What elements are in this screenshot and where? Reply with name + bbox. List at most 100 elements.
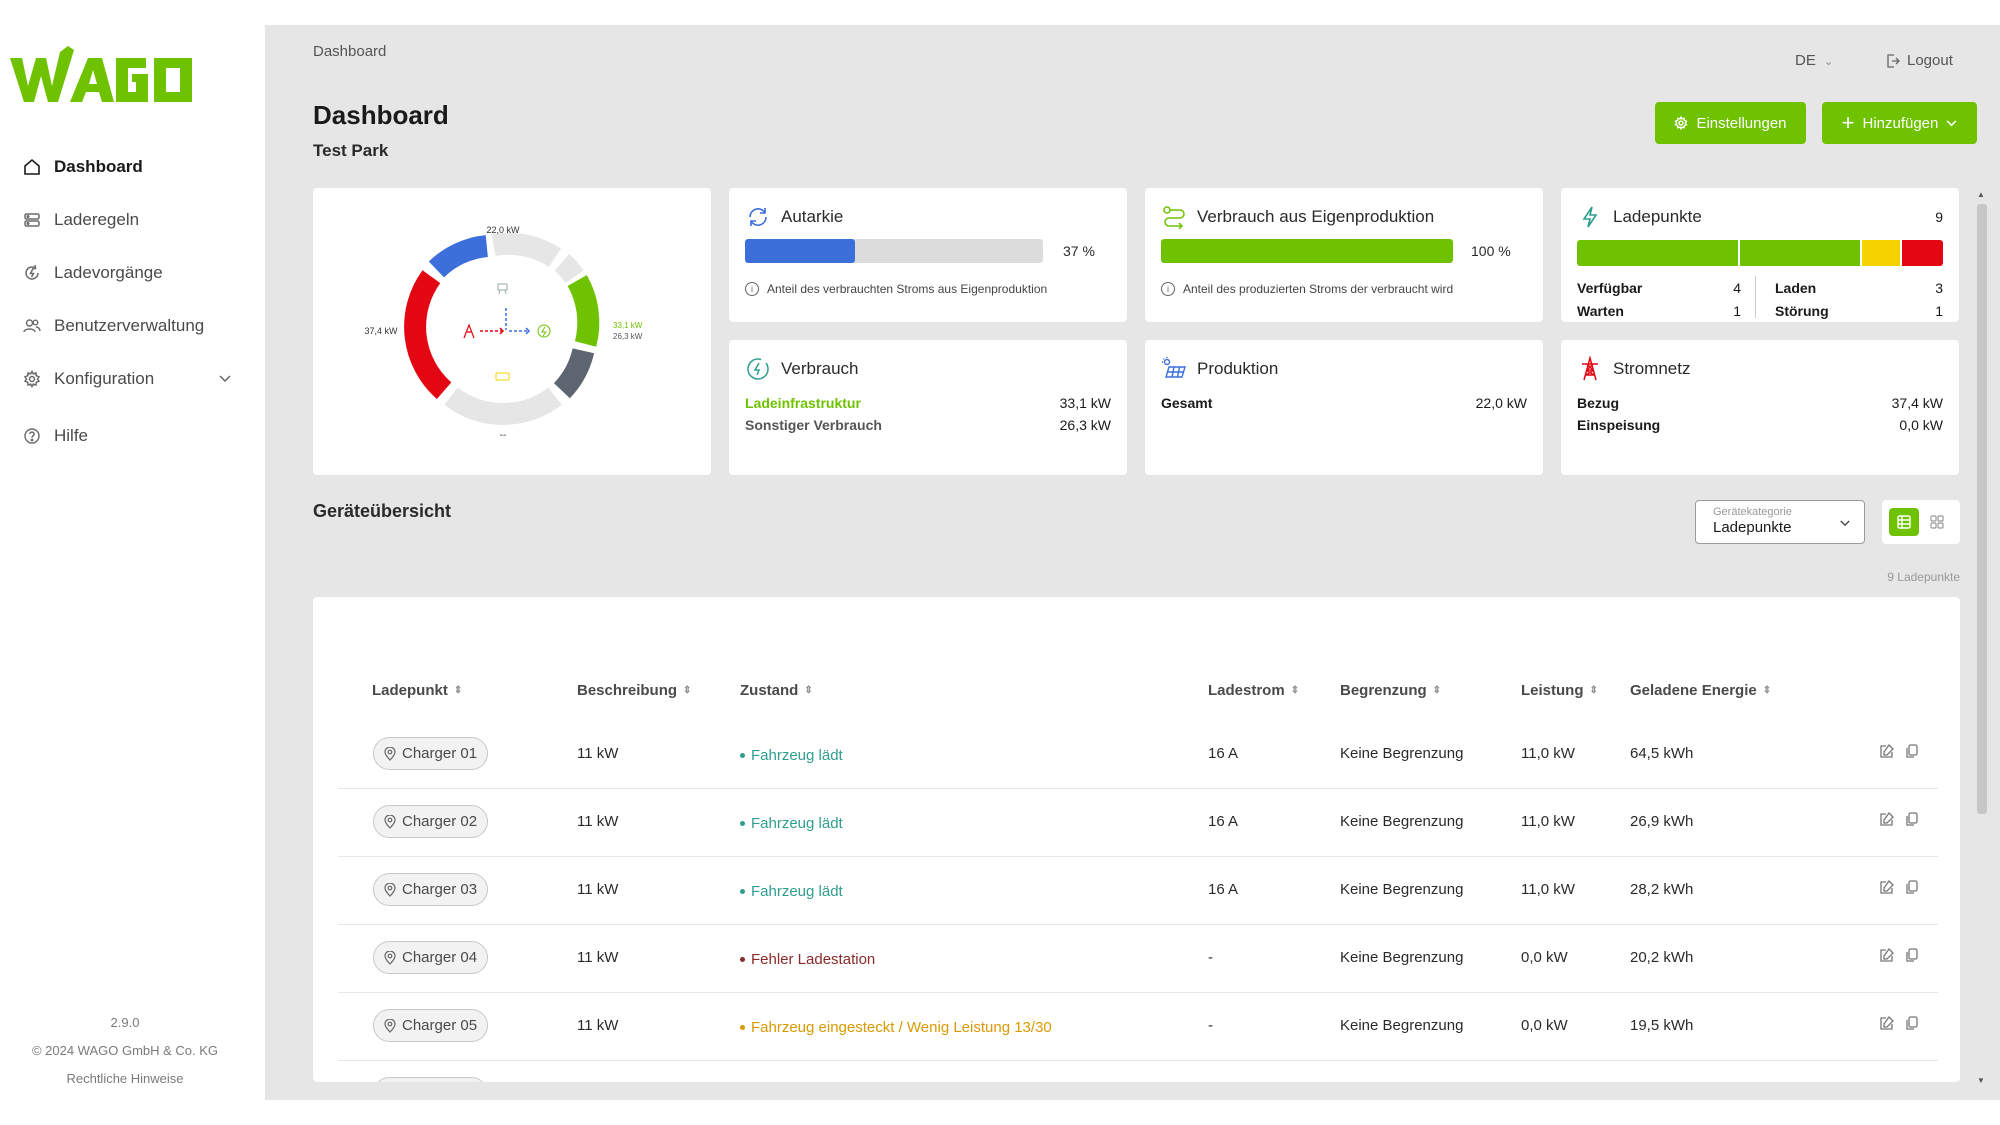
sort-icon: ⇕ [804, 684, 813, 696]
users-icon [22, 316, 42, 336]
cell-description: 11 kW [577, 949, 619, 966]
copy-icon[interactable] [1902, 1081, 1922, 1082]
laden-label: Laden [1775, 280, 1817, 296]
cell-limit: Keine Begrenzung [1340, 881, 1464, 898]
scroll-thumb[interactable] [1977, 204, 1987, 814]
edit-icon[interactable] [1877, 945, 1897, 965]
cell-power: 11,0 kW [1521, 881, 1575, 898]
sidebar-item-label: Hilfe [54, 425, 89, 445]
eigenproduktion-progress-fill [1161, 239, 1453, 263]
device-category-select[interactable]: Gerätekategorie Ladepunkte [1695, 500, 1865, 544]
charger-name-chip[interactable]: Charger 02 [373, 805, 489, 838]
info-icon: i [745, 282, 759, 296]
copyright: © 2024 WAGO GmbH & Co. KG [31, 1043, 219, 1058]
add-button[interactable]: + Hinzufügen [1822, 102, 1977, 144]
sidebar-item-laderegeln[interactable]: Laderegeln [0, 193, 265, 246]
table-view-button[interactable] [1889, 508, 1919, 536]
table-row[interactable]: Charger 01 11 kW Fahrzeug lädt 16 A Keine Be… [338, 721, 1938, 789]
cell-energy: 64,5 kWh [1630, 745, 1694, 762]
gear-icon [1674, 116, 1688, 130]
sonstiger-verbrauch-value: 26,3 kW [1059, 417, 1111, 433]
table-row[interactable]: Charger 02 11 kW Fahrzeug lädt 16 A Keine Be… [338, 789, 1938, 857]
sidebar-item-benutzerverwaltung[interactable]: Benutzerverwaltung [0, 299, 265, 352]
copy-icon[interactable] [1902, 741, 1922, 761]
language-select[interactable]: DE ⌄ [1795, 52, 1834, 69]
chevron-down-icon [1946, 119, 1957, 126]
column-header-ladestrom[interactable]: Ladestrom ⇕ [1208, 682, 1300, 699]
copy-icon[interactable] [1902, 1013, 1922, 1033]
ladeinfrastruktur-label: Ladeinfrastruktur [745, 395, 861, 411]
column-header-begrenzung[interactable]: Begrenzung ⇕ [1340, 682, 1442, 699]
cell-power: 11,0 kW [1521, 813, 1575, 830]
verfuegbar-label: Verfügbar [1577, 280, 1643, 296]
cell-description: 11 kW [577, 1017, 619, 1034]
copy-icon[interactable] [1902, 877, 1922, 897]
legal-link[interactable]: Rechtliche Hinweise [66, 1071, 184, 1086]
sidebar-item-label: Dashboard [54, 156, 143, 176]
device-count: 9 Ladepunkte [1887, 570, 1960, 584]
chevron-down-icon: ⌄ [1824, 56, 1834, 68]
energy-flow-diagram: 22,0 kW 37,4 kW 33,1 kW 26,3 kW -- [364, 225, 642, 441]
column-header-ladepunkt[interactable]: Ladepunkt ⇕ [372, 682, 463, 699]
solar-panel-icon [1161, 356, 1187, 382]
card-title: Stromnetz [1577, 356, 1690, 382]
column-header-beschreibung[interactable]: Beschreibung ⇕ [577, 682, 692, 699]
charger-name-chip[interactable]: Charger 06 [373, 1077, 489, 1082]
cell-description: 11 kW [577, 813, 619, 830]
grid-tower-icon [463, 323, 475, 339]
eigenproduktion-progress-bar [1161, 239, 1453, 263]
cell-energy: 28,2 kWh [1630, 881, 1694, 898]
sidebar-item-hilfe[interactable]: Hilfe [0, 409, 265, 462]
charger-name-chip[interactable]: Charger 03 [373, 873, 489, 906]
grid-view-button[interactable] [1922, 508, 1952, 536]
app-version: 2.9.0 [110, 1015, 140, 1030]
breadcrumb[interactable]: Dashboard [313, 43, 387, 60]
location-pin-icon [384, 746, 396, 761]
chevron-down-icon[interactable] [219, 371, 231, 386]
bezug-value: 37,4 kW [1891, 395, 1943, 411]
charger-name-chip[interactable]: Charger 05 [373, 1009, 489, 1042]
wago-logo[interactable] [8, 44, 194, 116]
table-row[interactable]: Charger 05 11 kW Fahrzeug eingesteckt / We… [338, 993, 1938, 1061]
table-row[interactable]: Charger 03 11 kW Fahrzeug lädt 16 A Keine Be… [338, 857, 1938, 925]
table-row[interactable]: Charger 04 11 kW Fehler Ladestation - Keine … [338, 925, 1938, 993]
edit-icon[interactable] [1877, 877, 1897, 897]
sidebar-item-label: Laderegeln [54, 209, 140, 229]
edit-icon[interactable] [1877, 1013, 1897, 1033]
autarkie-progress-fill [745, 239, 856, 263]
cell-power: 0,0 kW [1521, 1017, 1568, 1034]
column-header-zustand[interactable]: Zustand ⇕ [740, 682, 813, 699]
column-header-geladene-energie[interactable]: Geladene Energie ⇕ [1630, 682, 1772, 699]
charger-name-chip[interactable]: Charger 04 [373, 941, 489, 974]
energy-flow-card: 22,0 kW 37,4 kW 33,1 kW 26,3 kW -- [313, 188, 711, 475]
devices-table: Ladepunkt ⇕ Beschreibung ⇕ Zustand ⇕ Ladest… [313, 597, 1960, 1082]
sidebar-item-konfiguration[interactable]: Konfiguration [0, 352, 265, 405]
location-pin-icon [384, 1018, 396, 1033]
column-header-leistung[interactable]: Leistung ⇕ [1521, 682, 1598, 699]
scrollbar[interactable]: ▲ ▼ [1975, 190, 1989, 1085]
cell-current: - [1208, 1017, 1213, 1034]
logout-button[interactable]: Logout [1885, 52, 1953, 69]
status-segment [1739, 240, 1862, 266]
view-toggle [1882, 500, 1960, 544]
ladeinfrastruktur-value: 33,1 kW [1059, 395, 1111, 411]
copy-icon[interactable] [1902, 809, 1922, 829]
eigenproduktion-card: Verbrauch aus Eigenproduktion 100 % i An… [1145, 188, 1543, 322]
stoerung-label: Störung [1775, 303, 1829, 319]
edit-icon[interactable] [1877, 741, 1897, 761]
scroll-up-icon[interactable]: ▲ [1977, 190, 1985, 199]
warten-label: Warten [1577, 303, 1624, 319]
battery-icon [495, 372, 510, 381]
status-dot [740, 821, 745, 826]
edit-icon[interactable] [1877, 1081, 1897, 1082]
card-title: Autarkie [745, 204, 843, 230]
sidebar-item-ladevorgaenge[interactable]: Ladevorgänge [0, 246, 265, 299]
sidebar-item-dashboard[interactable]: Dashboard [0, 140, 265, 193]
copy-icon[interactable] [1902, 945, 1922, 965]
edit-icon[interactable] [1877, 809, 1897, 829]
settings-button[interactable]: Einstellungen [1655, 102, 1806, 144]
cell-state: Fahrzeug lädt [740, 813, 843, 832]
charger-name-chip[interactable]: Charger 01 [373, 737, 489, 770]
scroll-down-icon[interactable]: ▼ [1977, 1076, 1985, 1085]
